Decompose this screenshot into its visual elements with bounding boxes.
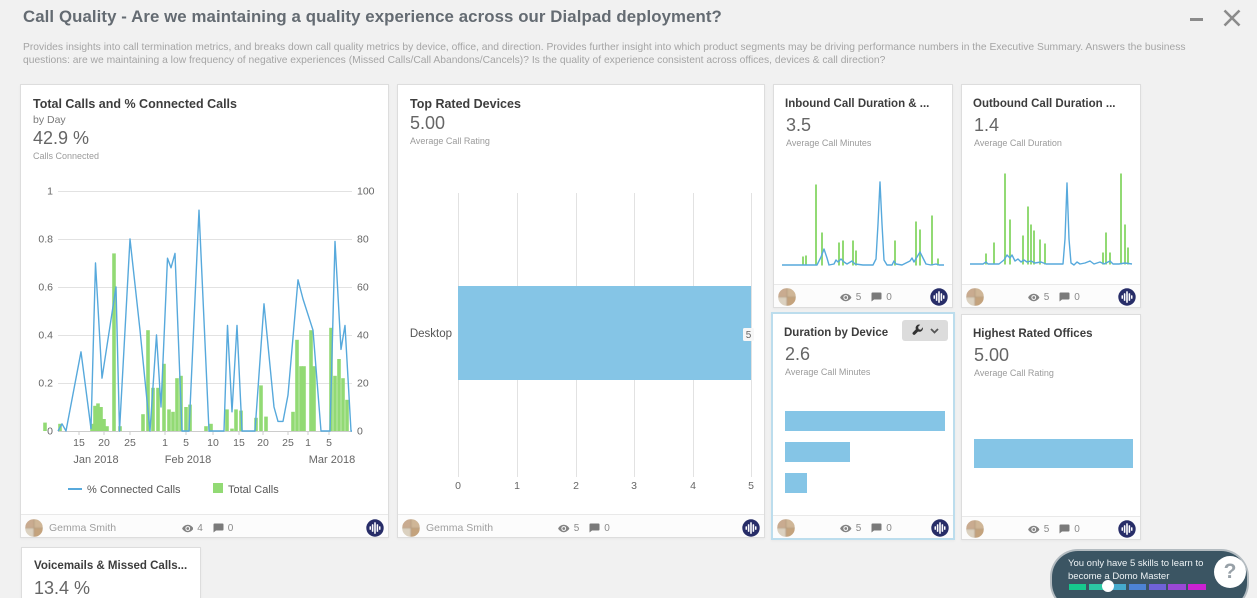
svg-text:40: 40 — [357, 330, 369, 342]
svg-text:0: 0 — [357, 426, 363, 438]
svg-text:1: 1 — [514, 480, 520, 492]
svg-text:% Connected Calls: % Connected Calls — [87, 484, 181, 496]
svg-text:5: 5 — [748, 480, 754, 492]
svg-text:1: 1 — [162, 437, 168, 449]
svg-text:0.8: 0.8 — [38, 234, 53, 246]
svg-text:3: 3 — [631, 480, 637, 492]
svg-text:15: 15 — [233, 437, 245, 449]
svg-text:Mar 2018: Mar 2018 — [309, 454, 355, 466]
svg-text:80: 80 — [357, 234, 369, 246]
svg-text:2: 2 — [573, 480, 579, 492]
svg-text:15: 15 — [73, 437, 85, 449]
svg-text:1: 1 — [305, 437, 311, 449]
svg-text:0.2: 0.2 — [38, 378, 53, 390]
svg-text:20: 20 — [357, 378, 369, 390]
svg-text:Jan 2018: Jan 2018 — [73, 454, 118, 466]
svg-text:20: 20 — [98, 437, 110, 449]
svg-text:25: 25 — [282, 437, 294, 449]
svg-text:4: 4 — [690, 480, 696, 492]
svg-text:25: 25 — [124, 437, 136, 449]
svg-text:5: 5 — [746, 330, 752, 341]
svg-text:60: 60 — [357, 282, 369, 294]
svg-text:10: 10 — [207, 437, 219, 449]
svg-text:100: 100 — [357, 186, 375, 198]
svg-text:0.4: 0.4 — [38, 330, 53, 342]
svg-text:0: 0 — [47, 426, 53, 438]
svg-text:5: 5 — [183, 437, 189, 449]
svg-text:20: 20 — [257, 437, 269, 449]
svg-text:0: 0 — [455, 480, 461, 492]
svg-text:5: 5 — [326, 437, 332, 449]
svg-text:1: 1 — [47, 186, 53, 198]
svg-text:0.6: 0.6 — [38, 282, 53, 294]
svg-text:Feb 2018: Feb 2018 — [165, 454, 211, 466]
svg-text:Total Calls: Total Calls — [228, 484, 279, 496]
svg-text:Desktop: Desktop — [410, 328, 452, 340]
